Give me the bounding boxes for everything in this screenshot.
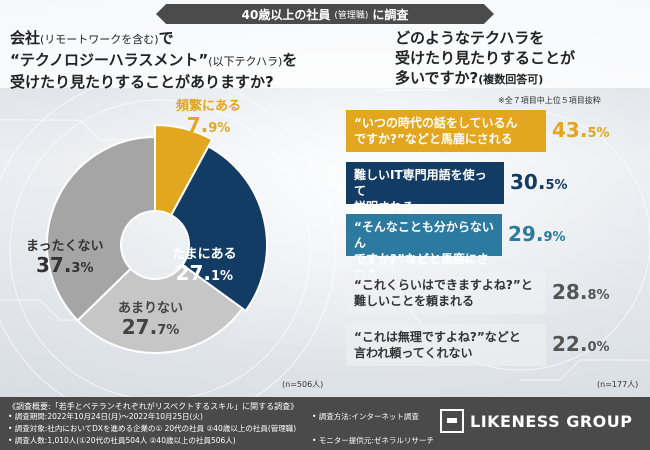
bar-label-line2-3: 難しいことを頼まれる (354, 294, 475, 308)
footer-count: • 調査人数:1,010人(①20代の社員504人 ②40歳以上の社員506人) (8, 436, 236, 445)
pie-slice-value-1: 27.1% (175, 261, 234, 286)
right-question-line3-a: 多いですか? (395, 69, 479, 87)
left-question-line2-a: “テクノロジーハラスメント” (10, 51, 209, 69)
pie-slice-name-1: たまにある (172, 247, 237, 262)
pie-slice-label-1: たまにある 27.1% (172, 247, 237, 286)
survey-target-text: 40歳以上の社員 (241, 7, 331, 22)
footer: 《調査概要:「若手とベテランそれぞれがリスペクトするスキル」に関する調査》 • … (0, 397, 650, 450)
bar-value-3: 28.8% (552, 280, 610, 304)
bar-label-line1-1: 難しいIT専門用語を使って (354, 168, 487, 198)
bar-label-line1-0: “いつの時代の話をしているん (354, 116, 518, 130)
left-question-line3: 受けたり見たりすることがありますか? (10, 73, 274, 91)
footer-title: 《調査概要:「若手とベテランそれぞれがリスペクトするスキル」に関する調査》 (8, 402, 299, 411)
right-question-line1: どのようなテクハラを (395, 29, 545, 47)
bar-value-2: 29.9% (508, 222, 566, 246)
bar-label-line2-1: 説明される (354, 200, 415, 214)
pie-slice-name-3: まったくない (26, 239, 104, 254)
right-note: ※全７項目中上位５項目抜粋 (498, 96, 601, 105)
bar-1: 難しいIT専門用語を使って説明される (346, 162, 504, 214)
brand-name: LIKENESS GROUP (470, 411, 633, 431)
pie-slice-1 (169, 145, 268, 313)
footer-target: • 調査対象:社内においてDXを進める企業の① 20代の社員 ②40歳以上の社員… (8, 424, 297, 433)
pie-slice-name-2: あまりない (118, 301, 184, 316)
bar-4: “これは無理ですよね?”などと 言われ頼ってくれない (346, 324, 546, 366)
pie-sample-size: (n=506人) (282, 380, 324, 389)
bar-label-line2-4: 言われ頼ってくれない (354, 346, 473, 360)
bar-value-4: 22.0% (552, 332, 610, 356)
bar-label-line1-4: “これは無理ですよね?”などと (354, 330, 521, 344)
pie-chart (46, 123, 268, 354)
footer-monitor: • モニター提供元:ゼネラルリサーチ (312, 436, 434, 445)
brand-logo: LIKENESS GROUP (440, 409, 632, 433)
bar-value-0: 43.5% (552, 118, 610, 142)
left-question-line1-b: (リモートワークを含む) (40, 33, 159, 46)
pie-slice-2 (76, 263, 244, 354)
bar-sample-size: (n=177人) (597, 380, 639, 389)
right-question-line3-b: (複数回答可) (478, 73, 544, 86)
pie-slice-label-3: まったくない 37.3% (26, 239, 104, 278)
left-question-line2-b: (以下テクハラ) (208, 55, 283, 68)
footer-period: • 調査期間:2022年10月24日(月)〜2022年10月25日(火) (8, 412, 203, 421)
right-question-line2: 受けたり見たりすることが (395, 49, 576, 67)
left-question-line1-c: で (158, 29, 174, 47)
pie-slice-name-0: 頻繁にある (176, 99, 242, 114)
pie-slice-label-2: あまりない 27.7% (118, 301, 184, 340)
bar-value-1: 30.5% (510, 170, 568, 194)
bar-3: “これくらいはできますよね?”と 難しいことを頼まれる (346, 272, 546, 314)
left-question-line2-c: を (282, 51, 298, 69)
right-question: どのようなテクハラを 受けたり見たりすることが 多いですか?(複数回答可) (395, 28, 645, 90)
pie-slice-3 (46, 135, 156, 322)
pie-slice-value-2: 27.7% (121, 315, 180, 340)
survey-target-banner: 40歳以上の社員 (管理職) に調査 (156, 4, 494, 24)
pie-slice-value-0: 7.9% (186, 113, 231, 138)
left-question: 会社(リモートワークを含む)で “テクノロジーハラスメント”(以下テクハラ)を … (10, 28, 340, 92)
brand-mark-icon (440, 409, 464, 433)
bar-label-line1-2: “そんなことも分からないん (354, 220, 494, 250)
bar-label-line1-3: “これくらいはできますよね?”と (354, 278, 533, 292)
footer-method: • 調査方法:インターネット調査 (312, 412, 419, 421)
survey-target-small: (管理職) (334, 10, 369, 21)
bar-label-line2-0: ですか?”などと馬鹿にされる (354, 132, 513, 146)
pie-slice-label-0: 頻繁にある 7.9% (176, 99, 242, 138)
pie-slice-value-3: 37.3% (35, 253, 94, 278)
bar-0: “いつの時代の話をしているん ですか?”などと馬鹿にされる (346, 110, 546, 152)
left-question-line1-a: 会社 (10, 29, 41, 47)
survey-target-suffix: に調査 (372, 7, 409, 22)
pie-slice-0 (154, 123, 214, 217)
